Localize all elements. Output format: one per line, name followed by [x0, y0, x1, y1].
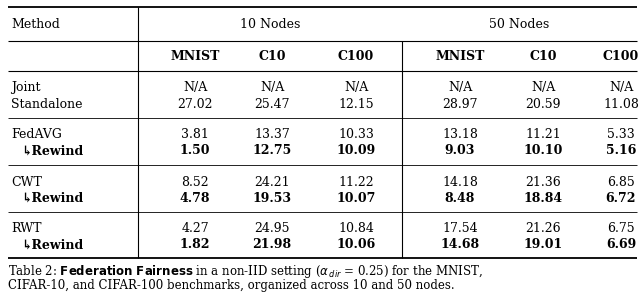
- Text: ↳Rewind: ↳Rewind: [21, 192, 83, 205]
- Text: 11.22: 11.22: [338, 176, 374, 189]
- Text: 13.18: 13.18: [442, 129, 478, 141]
- Text: 19.01: 19.01: [524, 238, 563, 252]
- Text: 10.33: 10.33: [338, 129, 374, 141]
- Text: CIFAR-10, and CIFAR-100 benchmarks, organized across 10 and 50 nodes.: CIFAR-10, and CIFAR-100 benchmarks, orga…: [8, 279, 454, 291]
- Text: N/A: N/A: [448, 81, 472, 94]
- Text: 4.27: 4.27: [181, 222, 209, 236]
- Text: 10.10: 10.10: [524, 145, 563, 157]
- Text: 6.69: 6.69: [606, 238, 636, 252]
- Text: RWT: RWT: [11, 222, 42, 236]
- Text: N/A: N/A: [344, 81, 368, 94]
- Text: 11.21: 11.21: [525, 129, 561, 141]
- Text: 10.06: 10.06: [337, 238, 376, 252]
- Text: 24.95: 24.95: [254, 222, 290, 236]
- Text: 12.15: 12.15: [338, 99, 374, 111]
- Text: 14.18: 14.18: [442, 176, 478, 189]
- Text: 6.72: 6.72: [605, 192, 636, 205]
- Text: 10.07: 10.07: [336, 192, 376, 205]
- Text: 5.16: 5.16: [606, 145, 636, 157]
- Text: 18.84: 18.84: [524, 192, 563, 205]
- Text: 1.50: 1.50: [180, 145, 211, 157]
- Text: N/A: N/A: [609, 81, 633, 94]
- Text: 14.68: 14.68: [440, 238, 479, 252]
- Text: ↳Rewind: ↳Rewind: [21, 145, 83, 157]
- Text: FedAVG: FedAVG: [11, 129, 62, 141]
- Text: 10.09: 10.09: [337, 145, 376, 157]
- Text: 28.97: 28.97: [442, 99, 477, 111]
- Text: 20.59: 20.59: [525, 99, 561, 111]
- Text: 21.26: 21.26: [525, 222, 561, 236]
- Text: Joint: Joint: [11, 81, 40, 94]
- Text: 10.84: 10.84: [338, 222, 374, 236]
- Text: N/A: N/A: [260, 81, 284, 94]
- Text: N/A: N/A: [183, 81, 207, 94]
- Text: 12.75: 12.75: [252, 145, 292, 157]
- Text: C100: C100: [338, 50, 374, 64]
- Text: MNIST: MNIST: [435, 50, 484, 64]
- Text: 6.85: 6.85: [607, 176, 635, 189]
- Text: N/A: N/A: [531, 81, 555, 94]
- Text: 10 Nodes: 10 Nodes: [240, 18, 300, 31]
- Text: 6.75: 6.75: [607, 222, 635, 236]
- Text: 50 Nodes: 50 Nodes: [490, 18, 550, 31]
- Text: 1.82: 1.82: [180, 238, 211, 252]
- Text: 11.08: 11.08: [603, 99, 639, 111]
- Text: Method: Method: [11, 18, 60, 31]
- Text: C10: C10: [259, 50, 285, 64]
- Text: 13.37: 13.37: [254, 129, 290, 141]
- Text: 17.54: 17.54: [442, 222, 478, 236]
- Text: 27.02: 27.02: [177, 99, 212, 111]
- Text: ↳Rewind: ↳Rewind: [21, 238, 83, 252]
- Text: 8.52: 8.52: [181, 176, 209, 189]
- Text: C10: C10: [529, 50, 557, 64]
- Text: Table 2: $\bf{Federation\ Fairness}$ in a non-IID setting ($\alpha_{\,dir}$ = 0.: Table 2: $\bf{Federation\ Fairness}$ in …: [8, 263, 483, 279]
- Text: Standalone: Standalone: [11, 99, 83, 111]
- Text: 25.47: 25.47: [254, 99, 290, 111]
- Text: 21.98: 21.98: [252, 238, 292, 252]
- Text: MNIST: MNIST: [170, 50, 220, 64]
- Text: 9.03: 9.03: [445, 145, 475, 157]
- Text: 3.81: 3.81: [181, 129, 209, 141]
- Text: C100: C100: [603, 50, 639, 64]
- Text: 4.78: 4.78: [180, 192, 211, 205]
- Text: 24.21: 24.21: [254, 176, 290, 189]
- Text: 21.36: 21.36: [525, 176, 561, 189]
- Text: CWT: CWT: [11, 176, 42, 189]
- Text: 8.48: 8.48: [445, 192, 475, 205]
- Text: 5.33: 5.33: [607, 129, 635, 141]
- Text: 19.53: 19.53: [253, 192, 291, 205]
